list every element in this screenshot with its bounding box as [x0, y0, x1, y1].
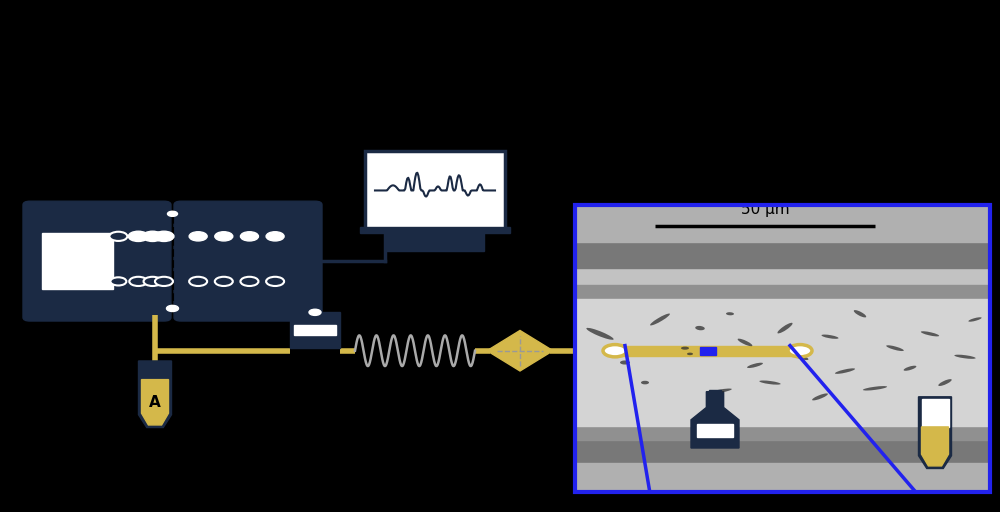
- Bar: [290, 312, 340, 348]
- Ellipse shape: [792, 353, 808, 360]
- Polygon shape: [919, 397, 952, 468]
- Ellipse shape: [954, 355, 976, 359]
- Ellipse shape: [863, 386, 887, 391]
- Bar: [575, 437, 990, 463]
- Bar: [294, 325, 336, 334]
- Ellipse shape: [835, 368, 855, 374]
- Circle shape: [168, 211, 178, 217]
- Polygon shape: [691, 392, 739, 448]
- Ellipse shape: [821, 334, 839, 339]
- Ellipse shape: [747, 362, 763, 368]
- Bar: [386, 233, 484, 251]
- Bar: [575, 425, 990, 440]
- Bar: [700, 347, 716, 355]
- FancyBboxPatch shape: [23, 201, 171, 321]
- Ellipse shape: [586, 328, 614, 340]
- Bar: [360, 227, 510, 233]
- Circle shape: [143, 231, 163, 242]
- Bar: [615, 346, 800, 356]
- Ellipse shape: [854, 310, 866, 317]
- Bar: [365, 151, 505, 230]
- Circle shape: [154, 231, 174, 242]
- Circle shape: [155, 277, 173, 286]
- Polygon shape: [487, 330, 553, 371]
- Polygon shape: [142, 379, 168, 425]
- Ellipse shape: [904, 366, 916, 371]
- Text: A: A: [149, 395, 161, 410]
- Ellipse shape: [726, 312, 734, 315]
- Circle shape: [189, 277, 207, 286]
- Ellipse shape: [620, 360, 630, 365]
- Bar: [575, 300, 990, 425]
- Ellipse shape: [738, 338, 752, 346]
- Circle shape: [240, 277, 258, 286]
- Polygon shape: [922, 399, 949, 427]
- FancyBboxPatch shape: [174, 201, 322, 321]
- Circle shape: [189, 232, 207, 241]
- Ellipse shape: [687, 353, 693, 355]
- Bar: [42, 233, 113, 289]
- Circle shape: [309, 309, 321, 315]
- Ellipse shape: [812, 393, 828, 400]
- Ellipse shape: [759, 380, 781, 385]
- Ellipse shape: [641, 381, 649, 385]
- Ellipse shape: [886, 345, 904, 351]
- Ellipse shape: [921, 331, 939, 336]
- Bar: [575, 205, 990, 492]
- Bar: [697, 424, 733, 437]
- Circle shape: [109, 232, 127, 241]
- Circle shape: [144, 277, 162, 286]
- Ellipse shape: [777, 323, 793, 333]
- Text: 50 μm: 50 μm: [741, 202, 789, 217]
- Ellipse shape: [708, 389, 732, 394]
- Polygon shape: [138, 361, 172, 428]
- Circle shape: [166, 305, 178, 311]
- Bar: [575, 463, 990, 492]
- Circle shape: [129, 277, 147, 286]
- Bar: [575, 285, 990, 300]
- Ellipse shape: [695, 326, 705, 330]
- Ellipse shape: [968, 317, 982, 322]
- Circle shape: [266, 232, 284, 241]
- Circle shape: [788, 345, 812, 357]
- Circle shape: [603, 345, 627, 357]
- Circle shape: [128, 231, 148, 242]
- Bar: [575, 242, 990, 268]
- Bar: [575, 205, 990, 492]
- Polygon shape: [922, 427, 949, 466]
- Circle shape: [215, 277, 233, 286]
- Circle shape: [266, 277, 284, 286]
- Ellipse shape: [938, 379, 952, 386]
- Circle shape: [215, 232, 233, 241]
- Bar: [575, 205, 990, 242]
- Ellipse shape: [650, 313, 670, 326]
- Ellipse shape: [681, 347, 689, 350]
- Circle shape: [240, 232, 258, 241]
- Circle shape: [110, 278, 126, 286]
- Bar: [709, 390, 721, 393]
